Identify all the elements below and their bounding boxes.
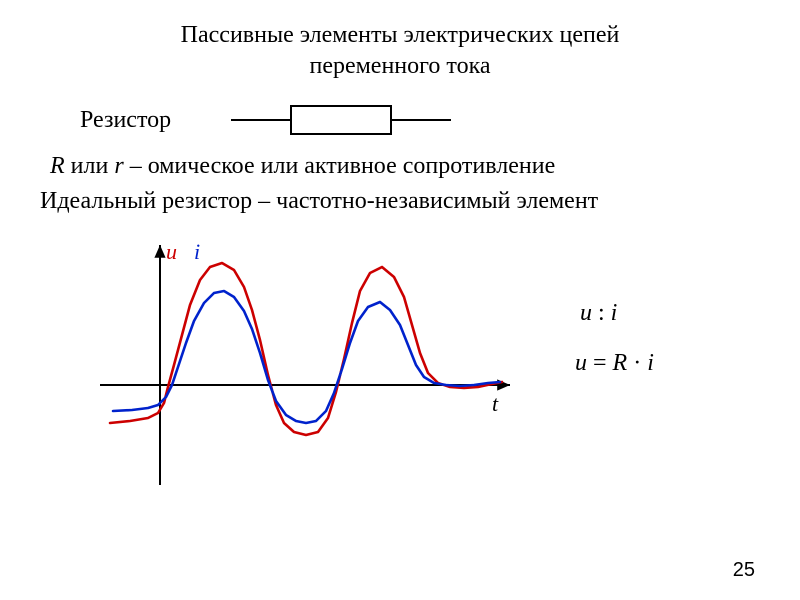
page-title: Пассивные элементы электрических цепей п…	[40, 20, 760, 82]
desc-line-1: R или r – омическое или активное сопроти…	[50, 153, 760, 180]
svg-text:u: u	[166, 239, 177, 264]
equation-proportional: u : i	[580, 300, 617, 327]
page-number: 25	[733, 559, 755, 582]
desc1-r: r	[114, 153, 123, 179]
eq1-u: u	[580, 300, 592, 326]
desc1-rest: – омическое или активное сопротивление	[124, 153, 556, 179]
title-line-2: переменного тока	[309, 53, 490, 79]
desc1-mid: или	[65, 153, 115, 179]
equation-ohm: u = R · i	[575, 350, 654, 377]
eq2-u: u	[575, 350, 587, 376]
resistor-symbol-icon	[231, 102, 451, 138]
eq2-i: i	[647, 350, 654, 376]
eq1-sep: :	[592, 300, 611, 326]
resistor-label: Резистор	[80, 107, 171, 134]
eq2-dot: ·	[627, 350, 647, 376]
svg-text:t: t	[492, 391, 499, 416]
page: Пассивные элементы электрических цепей п…	[0, 0, 800, 600]
desc-line-2: Идеальный резистор – частотно-независимы…	[40, 188, 760, 215]
eq1-i: i	[611, 300, 618, 326]
eq2-R: R	[613, 350, 628, 376]
svg-text:i: i	[194, 239, 200, 264]
eq2-eq: =	[587, 350, 613, 376]
title-line-1: Пассивные элементы электрических цепей	[181, 22, 620, 48]
desc1-R: R	[50, 153, 65, 179]
resistor-row: Резистор	[80, 102, 760, 138]
